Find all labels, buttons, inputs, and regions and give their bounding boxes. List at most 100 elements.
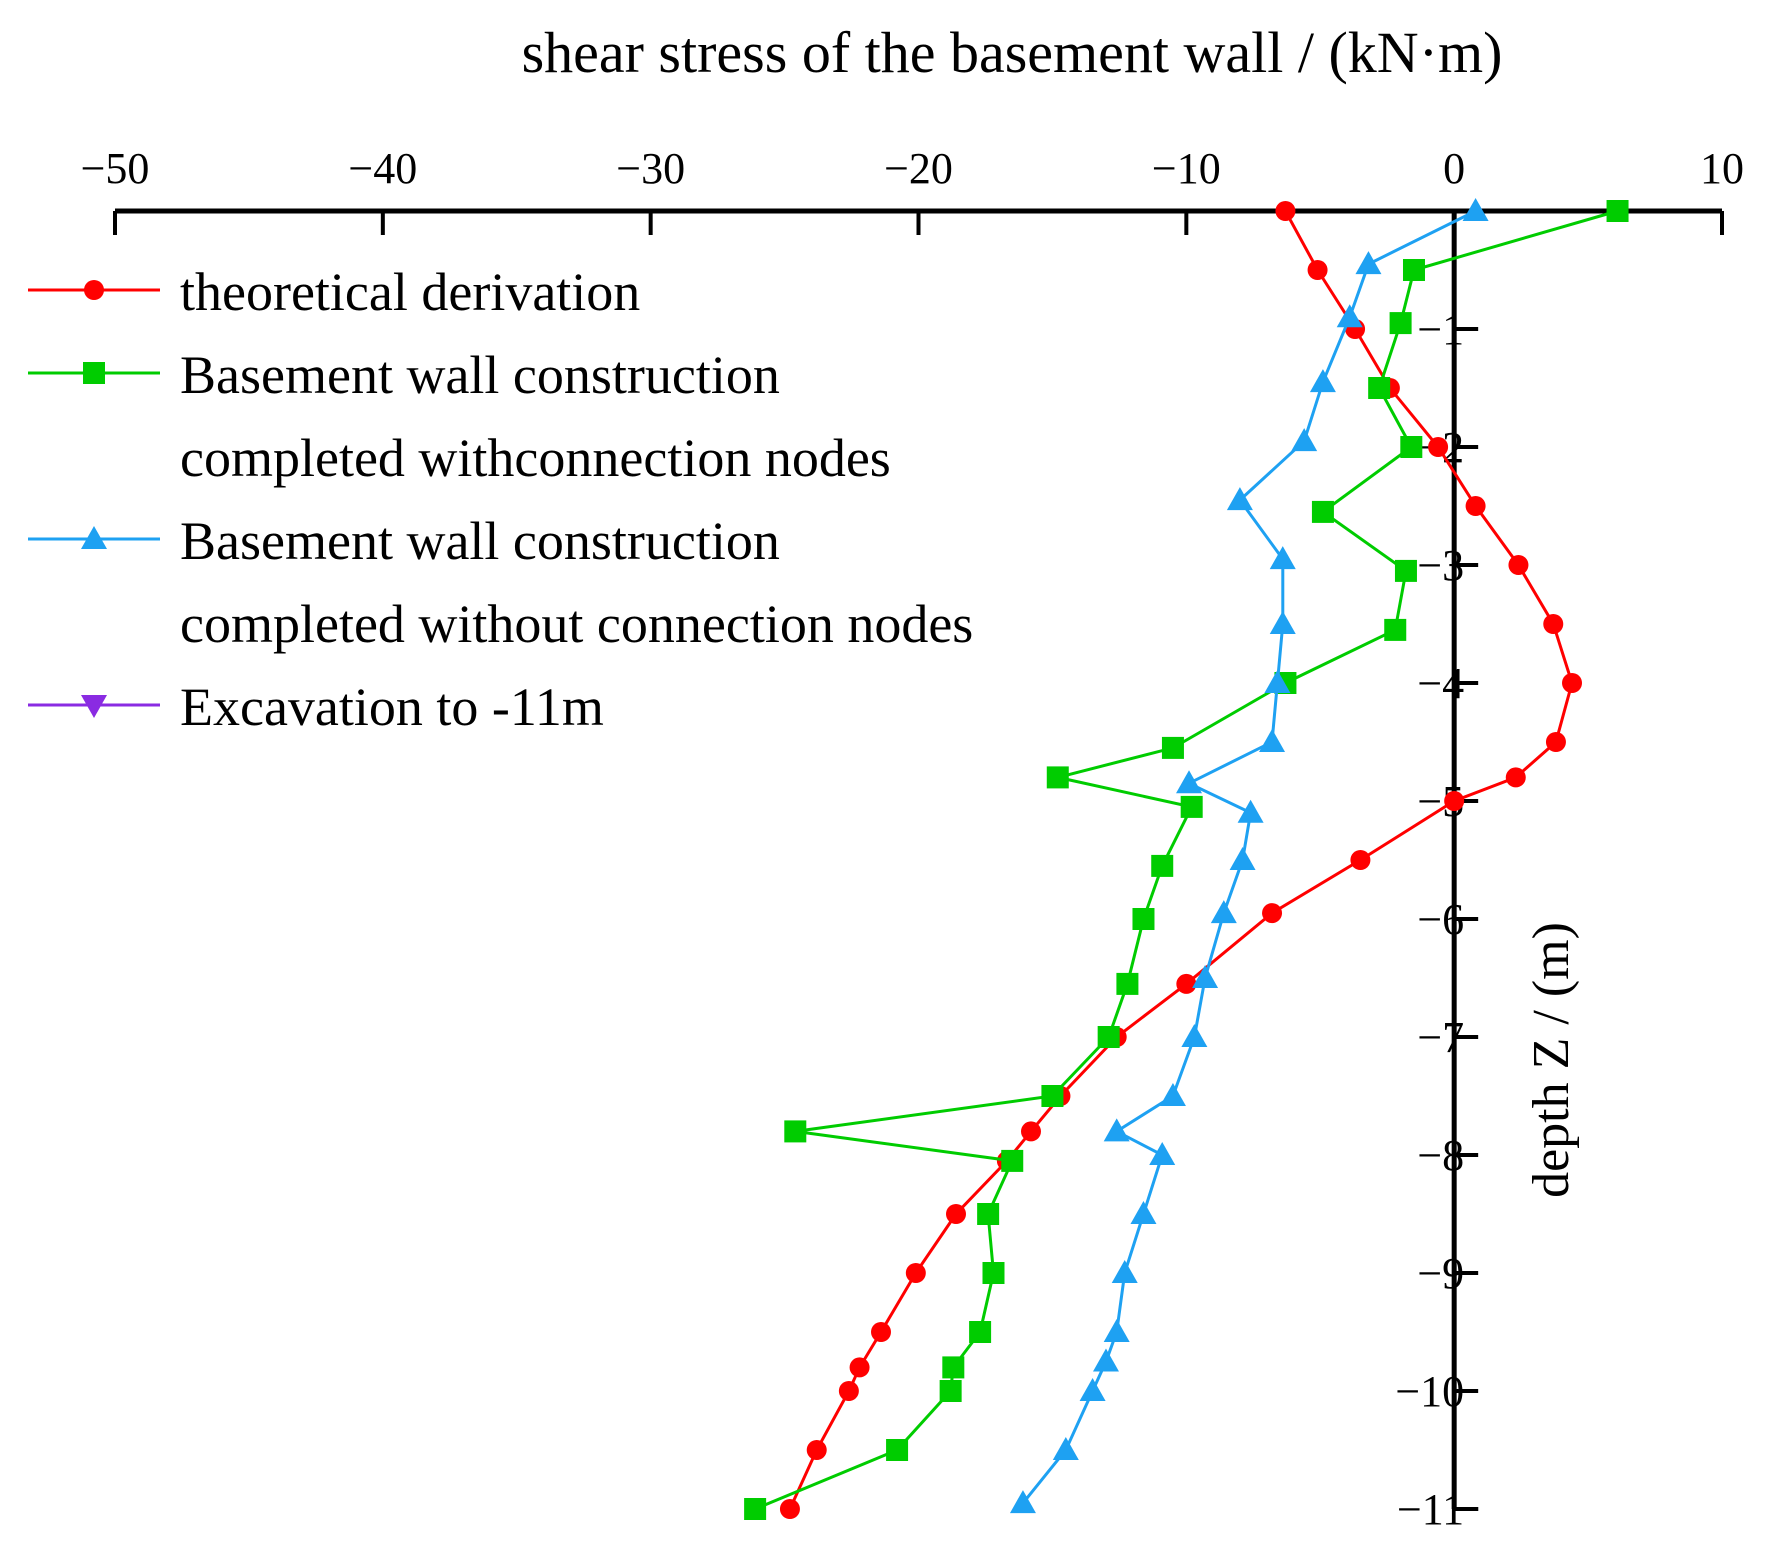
data-point — [1210, 900, 1237, 924]
series-theoretical-derivation — [779, 201, 1583, 1519]
data-point — [1161, 736, 1184, 759]
data-point — [1103, 1118, 1130, 1142]
y-tick-label: −3 — [1417, 541, 1464, 590]
y-tick-label: −10 — [1395, 1367, 1464, 1416]
legend-label: Basement wall construction — [180, 345, 780, 405]
data-point — [1505, 767, 1526, 788]
data-point — [1291, 428, 1318, 452]
data-point — [1508, 555, 1529, 575]
x-axis: −50 −40 −30 −20 −10 0 10 — [81, 144, 1744, 235]
data-point — [1052, 1437, 1079, 1460]
data-point — [1192, 965, 1219, 988]
data-point — [1151, 854, 1174, 877]
y-tick-label: −8 — [1417, 1131, 1464, 1180]
data-point — [1001, 1149, 1024, 1172]
data-point — [1269, 546, 1296, 570]
data-point — [1103, 1319, 1130, 1342]
data-point — [1350, 850, 1371, 870]
legend-marker — [83, 362, 105, 384]
y-axis-title: depth Z / (m) — [1523, 922, 1580, 1198]
data-point — [784, 1120, 807, 1143]
legend-marker — [81, 526, 107, 549]
data-point — [849, 1357, 870, 1378]
data-point — [1159, 1083, 1186, 1106]
data-point — [1046, 766, 1069, 789]
data-point — [806, 1440, 827, 1460]
data-point — [1116, 972, 1139, 995]
data-point — [1336, 304, 1363, 328]
data-point — [1384, 618, 1407, 641]
legend-label: Excavation to -11m — [180, 677, 604, 737]
data-point — [1226, 487, 1253, 511]
data-point — [1309, 369, 1336, 393]
data-point — [1543, 614, 1564, 634]
data-point — [1009, 1490, 1036, 1514]
data-point — [1428, 437, 1449, 457]
data-point — [1259, 729, 1286, 752]
legend-item: Basement wall construction completed with… — [28, 511, 973, 654]
data-point — [1111, 1260, 1138, 1283]
data-point — [1176, 770, 1203, 794]
data-point — [1041, 1085, 1064, 1107]
data-point — [1307, 260, 1328, 280]
data-point — [1368, 377, 1391, 399]
data-point — [977, 1203, 1000, 1225]
legend-marker — [81, 695, 107, 718]
data-point — [1311, 500, 1334, 523]
data-point — [1264, 670, 1291, 693]
data-point — [945, 1204, 966, 1224]
data-point — [1130, 1201, 1157, 1224]
data-point — [1545, 732, 1566, 752]
x-tick-label: −40 — [348, 144, 417, 193]
x-tick-label: 0 — [1443, 144, 1465, 193]
data-point — [1132, 908, 1155, 930]
legend-marker — [84, 280, 104, 300]
data-point — [1092, 1348, 1119, 1372]
data-point — [1149, 1142, 1176, 1165]
data-point — [905, 1263, 926, 1283]
data-point — [969, 1321, 992, 1343]
data-point — [1462, 198, 1489, 221]
data-point — [1097, 1026, 1120, 1048]
data-point — [871, 1322, 892, 1342]
data-point — [1606, 200, 1629, 222]
data-point — [1237, 799, 1264, 823]
series-line — [788, 210, 1574, 1510]
y-tick-label: −9 — [1417, 1249, 1464, 1298]
data-point — [779, 1499, 800, 1519]
legend-label: completed withconnection nodes — [180, 428, 891, 488]
data-point — [1394, 559, 1417, 582]
data-point — [1402, 259, 1425, 281]
series-basement-wall-construction-completed-withconnection-nodes — [744, 200, 1629, 1520]
legend-item: Basement wall construction completed with… — [28, 345, 891, 488]
data-point — [838, 1381, 859, 1401]
legend-label: Basement wall construction — [180, 511, 780, 571]
x-tick-label: −50 — [81, 144, 150, 193]
y-axis: −1−2−3−4−5−6−7−8−9−10−11 — [1395, 211, 1479, 1534]
data-point — [1444, 791, 1465, 811]
data-point — [1389, 312, 1412, 335]
series-layer — [744, 198, 1629, 1520]
data-point — [939, 1380, 962, 1402]
series-line — [754, 209, 1618, 1511]
legend-item: Excavation to -11m — [28, 677, 604, 737]
x-tick-label: 10 — [1700, 144, 1744, 193]
legend-item: theoretical derivation — [28, 262, 640, 322]
data-point — [1275, 201, 1296, 221]
legend: theoretical derivation Basement wall cons… — [28, 262, 973, 737]
data-point — [1176, 973, 1197, 994]
y-tick-label: −7 — [1417, 1013, 1464, 1062]
y-tick-label: −4 — [1417, 659, 1464, 708]
x-tick-label: −20 — [884, 144, 953, 193]
data-point — [1465, 496, 1486, 516]
data-point — [1400, 436, 1423, 458]
data-point — [942, 1356, 965, 1379]
data-point — [1181, 1024, 1208, 1047]
data-point — [982, 1262, 1005, 1284]
y-tick-label: −11 — [1397, 1485, 1464, 1534]
y-tick-label: −6 — [1417, 895, 1464, 944]
x-tick-label: −30 — [616, 144, 685, 193]
legend-label: completed without connection nodes — [180, 594, 973, 654]
data-point — [1020, 1121, 1041, 1142]
